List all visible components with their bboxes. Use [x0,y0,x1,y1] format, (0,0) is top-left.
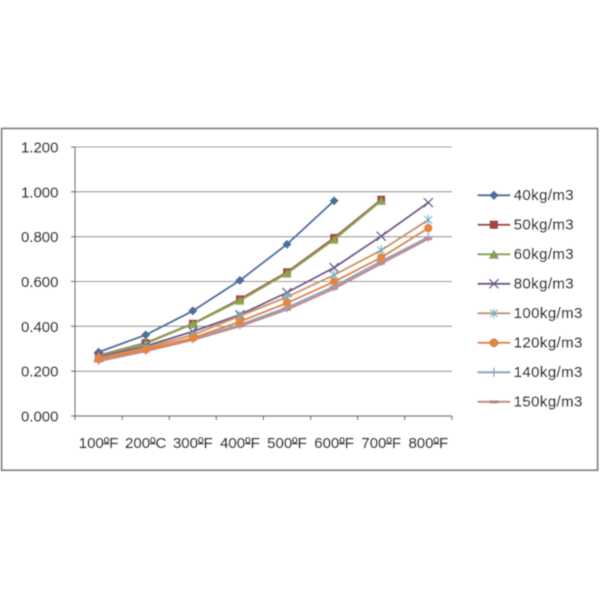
svg-text:400ºF: 400ºF [220,435,260,452]
svg-text:0.400: 0.400 [21,319,59,336]
svg-text:50kg/m3: 50kg/m3 [514,217,574,234]
svg-text:600ºF: 600ºF [314,435,354,452]
svg-text:60kg/m3: 60kg/m3 [514,246,574,263]
svg-text:120kg/m3: 120kg/m3 [514,335,583,352]
svg-text:140kg/m3: 140kg/m3 [514,364,583,381]
svg-text:500ºF: 500ºF [267,435,307,452]
svg-text:40kg/m3: 40kg/m3 [514,187,574,204]
svg-text:100kg/m3: 100kg/m3 [514,305,583,322]
svg-text:300ºF: 300ºF [173,435,213,452]
svg-text:200ºC: 200ºC [125,435,167,452]
svg-text:0.000: 0.000 [21,409,59,426]
svg-text:80kg/m3: 80kg/m3 [514,276,574,293]
svg-text:0.200: 0.200 [21,364,59,381]
svg-text:150kg/m3: 150kg/m3 [514,394,583,411]
svg-text:1.000: 1.000 [21,184,59,201]
svg-text:0.600: 0.600 [21,274,59,291]
svg-text:100ºF: 100ºF [79,435,119,452]
svg-text:800ºF: 800ºF [408,435,448,452]
svg-text:0.800: 0.800 [21,229,59,246]
svg-text:700ºF: 700ºF [361,435,401,452]
svg-text:1.200: 1.200 [21,140,59,157]
